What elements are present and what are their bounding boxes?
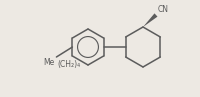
Text: (CH₂)₄: (CH₂)₄: [57, 60, 81, 69]
Text: CN: CN: [158, 5, 169, 14]
Polygon shape: [143, 13, 157, 27]
Text: Me: Me: [43, 58, 54, 67]
